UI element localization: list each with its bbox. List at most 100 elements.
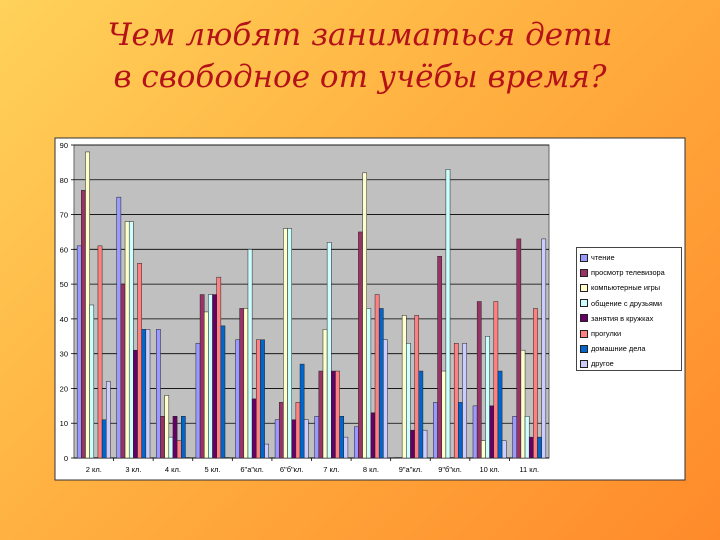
x-tick-label: 4 кл. (165, 465, 181, 474)
slide-title: Чем любят заниматься дети в свободное от… (0, 14, 720, 98)
bar (512, 416, 517, 459)
bar (362, 172, 367, 459)
y-tick-label: 10 (60, 419, 68, 428)
bar (203, 311, 209, 459)
bar (89, 304, 95, 459)
bar (533, 308, 538, 459)
bar (374, 294, 380, 459)
bar (343, 436, 349, 459)
bar (541, 238, 547, 459)
bar (85, 151, 90, 459)
bar (291, 419, 297, 459)
bar (176, 440, 182, 459)
x-tick-label: 8 кл. (363, 465, 379, 474)
legend-item: другое (580, 356, 679, 371)
bar (437, 256, 442, 459)
bar (414, 315, 420, 459)
x-tick-label: 11 кл. (519, 465, 539, 474)
y-tick-label: 20 (60, 384, 68, 393)
bar (339, 416, 345, 459)
legend-swatch (580, 359, 588, 368)
legend-item: прогулки (580, 326, 679, 341)
bar (220, 325, 226, 459)
bar (422, 429, 428, 459)
y-tick-label: 80 (60, 176, 68, 185)
bar (453, 342, 459, 459)
bar (81, 189, 86, 459)
bar (314, 416, 320, 459)
x-tick-label: 2 кл. (86, 465, 102, 474)
bar (358, 231, 363, 459)
legend-item: компьютерные игры (580, 280, 679, 295)
bar (287, 228, 292, 459)
y-tick-label: 50 (60, 280, 68, 289)
bar (195, 342, 201, 459)
legend-label: домашние дела (591, 344, 646, 354)
bar (370, 412, 376, 459)
bar (397, 457, 403, 459)
bar (120, 283, 126, 459)
bar (303, 419, 309, 459)
legend-swatch (580, 344, 588, 353)
legend-swatch (580, 299, 588, 308)
bar (458, 402, 463, 459)
bar (137, 262, 142, 459)
bar (243, 308, 249, 459)
bar (524, 416, 530, 459)
bar (93, 457, 99, 459)
y-tick-label: 70 (60, 211, 68, 220)
bar (481, 440, 486, 459)
bar (322, 329, 328, 459)
bar (433, 402, 438, 459)
bar (418, 370, 424, 459)
x-tick-label: 9"а"кл. (399, 465, 423, 474)
legend-item: общение с друзьями (580, 296, 679, 311)
bar (441, 370, 447, 459)
chart-legend: чтение просмотр телевизора компьютерные иг… (576, 247, 682, 371)
bar (239, 308, 245, 459)
y-tick-label: 40 (60, 315, 68, 324)
bar (497, 370, 503, 459)
bar (445, 169, 451, 459)
bar (116, 196, 122, 459)
bar (520, 349, 526, 459)
bar (235, 339, 240, 459)
bar (97, 245, 103, 459)
bar (476, 301, 482, 459)
bar (164, 395, 170, 459)
bar (172, 416, 178, 459)
bar (449, 457, 455, 459)
bar (393, 457, 399, 459)
bar (216, 276, 222, 459)
x-tick-label: 3 кл. (125, 465, 141, 474)
bar (264, 443, 269, 459)
bar (106, 381, 111, 459)
bar (516, 238, 522, 459)
bar (212, 294, 217, 459)
legend-item: просмотр телевизора (580, 265, 679, 280)
bar (224, 457, 230, 459)
legend-label: прогулки (591, 329, 622, 339)
bar (247, 249, 253, 459)
bar (181, 416, 186, 459)
bar (537, 436, 542, 459)
bar (278, 402, 284, 459)
bar (366, 308, 372, 459)
y-tick-label: 30 (60, 350, 68, 359)
bar (76, 245, 82, 459)
bar (295, 402, 301, 459)
bar (489, 405, 495, 459)
legend-swatch (580, 268, 588, 277)
bar (141, 329, 147, 459)
x-tick-label: 10 кл. (479, 465, 499, 474)
bar (354, 426, 359, 459)
bar (326, 242, 332, 459)
legend-item: домашние дела (580, 341, 679, 356)
legend-swatch (580, 283, 588, 292)
bar (493, 301, 499, 459)
bar (168, 436, 174, 459)
bar (410, 429, 415, 459)
legend-label: компьютерные игры (591, 283, 661, 293)
bar (251, 398, 257, 459)
x-tick-label: 6"б"кл. (280, 465, 304, 474)
